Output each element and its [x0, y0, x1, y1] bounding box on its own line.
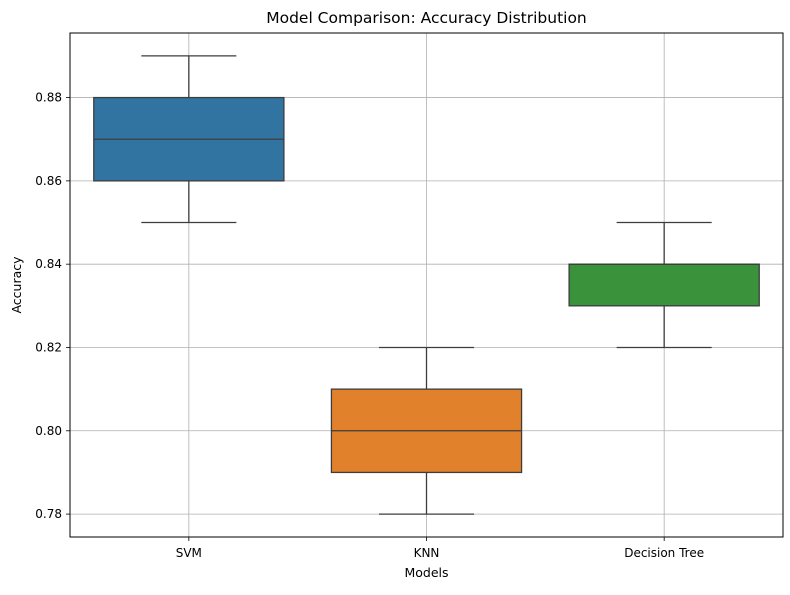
box-svm: [93, 55, 285, 224]
y-tick-label: 0.86: [35, 174, 62, 188]
y-tick-label: 0.82: [35, 340, 62, 354]
x-tick-label: Decision Tree: [624, 546, 704, 560]
x-tick-label: KNN: [414, 546, 440, 560]
x-axis-label: Models: [404, 565, 448, 580]
y-axis-label: Accuracy: [9, 256, 24, 314]
y-tick-label: 0.84: [35, 257, 62, 271]
box-body: [568, 263, 760, 307]
y-tick-label: 0.78: [35, 507, 62, 521]
boxes: [93, 55, 760, 515]
ticks: 0.78 0.80 0.82 0.84 0.86 0.88 SVM KNN Decision T…: [35, 91, 704, 560]
box-knn: [330, 346, 523, 515]
x-tick-label: SVM: [176, 546, 202, 560]
box-decision-tree: [568, 221, 760, 349]
y-tick-label: 0.88: [35, 91, 62, 105]
y-tick-label: 0.80: [35, 424, 62, 438]
chart-title: Model Comparison: Accuracy Distribution: [266, 9, 587, 27]
